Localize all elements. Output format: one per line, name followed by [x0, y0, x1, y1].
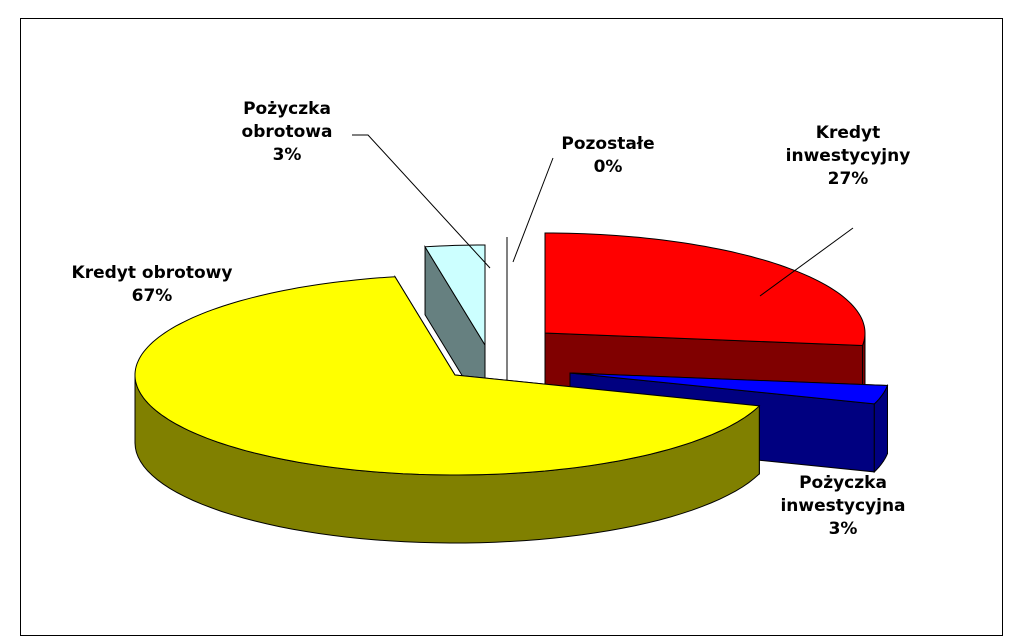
- chart-frame: [20, 18, 1003, 636]
- value-label: 67%: [131, 286, 173, 306]
- category-name: Pożyczka inwestycyjna: [780, 473, 906, 516]
- category-name: Kredyt obrotowy: [71, 263, 233, 283]
- category-name: Pożyczka obrotowa: [241, 99, 333, 142]
- slice-top: [134, 276, 761, 476]
- leader-line: [759, 227, 854, 297]
- data-label: Pożyczka obrotowa 3%: [232, 98, 342, 167]
- slice-top: [544, 232, 866, 347]
- data-label: Kredyt inwestycyjny 27%: [783, 122, 913, 191]
- slice-top: [424, 244, 486, 347]
- leader-line: [512, 157, 554, 263]
- leader-line: [352, 134, 491, 269]
- value-label: 27%: [827, 169, 869, 189]
- data-label: Pożyczka inwestycyjna 3%: [758, 472, 928, 541]
- value-label: 3%: [828, 519, 858, 539]
- data-label: Kredyt obrotowy 67%: [47, 262, 257, 308]
- category-name: Kredyt inwestycyjny: [785, 123, 911, 166]
- slice-top: [569, 372, 889, 405]
- value-label: 3%: [272, 145, 302, 165]
- data-label: Pozostałe 0%: [553, 133, 663, 179]
- category-name: Pozostałe: [561, 134, 655, 154]
- value-label: 0%: [593, 157, 623, 177]
